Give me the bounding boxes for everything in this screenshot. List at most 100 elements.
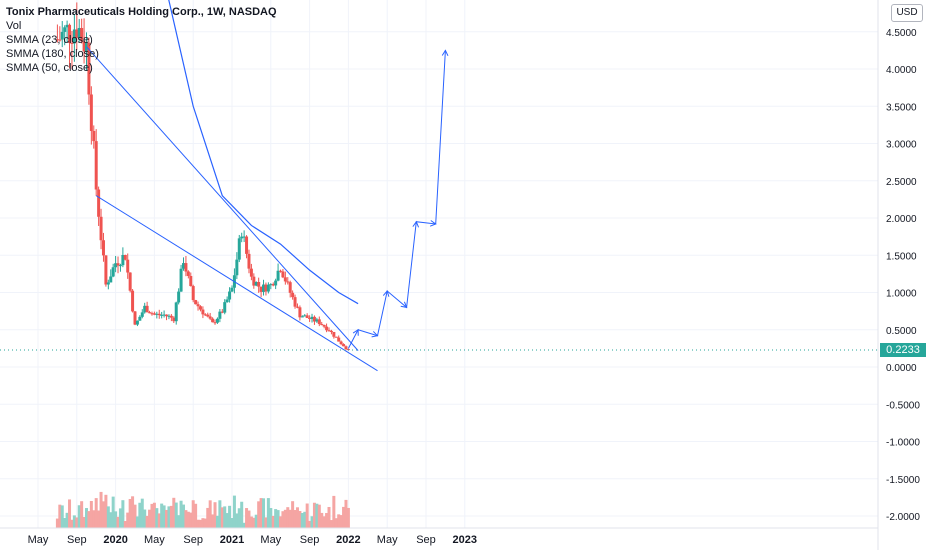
candle-body (162, 314, 166, 316)
volume-bar (143, 509, 147, 528)
y-tick-label: 1.0000 (886, 289, 917, 300)
x-tick-label: Sep (183, 534, 203, 546)
volume-bar (169, 505, 173, 528)
volume-bar (92, 510, 96, 528)
volume-bar (97, 510, 101, 528)
candle-body (126, 259, 130, 273)
volume-bar (60, 505, 64, 528)
indicator-smma-50[interactable]: SMMA (50, close) (6, 62, 93, 74)
candle-body (312, 316, 316, 322)
volume-bar (94, 498, 98, 528)
volume-bar (160, 503, 164, 528)
arrow-head (400, 301, 408, 309)
volume-bar (196, 519, 200, 528)
volume-bar (300, 513, 304, 528)
candle-body (198, 306, 202, 310)
volume-bar (295, 507, 299, 528)
x-tick-label: May (260, 534, 281, 546)
candle-body (322, 324, 326, 327)
candle-body (148, 312, 152, 314)
volume-bar (281, 511, 285, 528)
x-tick-label: May (144, 534, 165, 546)
candle-body (300, 316, 304, 318)
volume-bar (293, 510, 297, 528)
candle-body (104, 255, 108, 285)
volume-bar (317, 504, 321, 528)
candle-body (315, 319, 319, 322)
volume-bar (315, 503, 319, 528)
y-tick-label: -0.5000 (886, 400, 920, 411)
volume-bar (228, 505, 232, 528)
indicator-smma-23[interactable]: SMMA (23, close) (6, 34, 93, 46)
volume-bar (303, 511, 307, 528)
chart-grid (0, 0, 878, 528)
volume-bar (116, 516, 120, 528)
candle-body (184, 263, 188, 272)
candle-body (225, 299, 229, 303)
candle-body (271, 284, 275, 286)
x-tick-label: 2020 (103, 534, 127, 546)
candle-body (334, 336, 338, 338)
x-tick-label: 2021 (220, 534, 244, 546)
currency-button[interactable]: USD (891, 4, 923, 22)
x-tick-label: 2023 (453, 534, 477, 546)
volume-bar (327, 506, 331, 528)
indicator-smma-180[interactable]: SMMA (180, close) (6, 48, 99, 60)
x-tick-label: Sep (416, 534, 436, 546)
y-tick-label: 2.5000 (886, 177, 917, 188)
candle-body (99, 216, 103, 241)
volume-bar (99, 491, 103, 528)
candle-body (329, 330, 333, 332)
candle-body (160, 314, 164, 316)
candle-body (276, 270, 280, 281)
indicator-vol[interactable]: Vol (6, 20, 22, 32)
volume-bar (123, 521, 127, 528)
candle-body (165, 314, 169, 317)
volume-bar (342, 506, 346, 528)
candle-body (269, 284, 273, 286)
volume-bar (291, 501, 295, 528)
candle-body (177, 291, 181, 303)
candle-body (303, 315, 307, 317)
volume-bar (220, 507, 224, 528)
candle-body (75, 29, 79, 38)
candle-body (295, 306, 299, 308)
candle-body (342, 344, 346, 347)
lower-trendline (95, 195, 378, 372)
volume-bar (334, 518, 338, 528)
candle-body (201, 309, 205, 315)
volume-bar (237, 508, 241, 528)
candle-body (327, 330, 331, 332)
candle-body (87, 42, 91, 95)
candle-body (157, 313, 161, 316)
volume-bar (283, 509, 287, 528)
candle-body (60, 31, 64, 40)
volume-bar (266, 498, 270, 528)
candle-body (68, 24, 72, 43)
candle-body (230, 287, 234, 292)
volume-bar (128, 498, 132, 528)
arrow-head (429, 220, 437, 227)
volume-bar (184, 510, 188, 528)
candle-body (152, 313, 156, 315)
volume-bar (325, 513, 329, 528)
volume-bar (288, 509, 292, 528)
candle-body (203, 314, 207, 316)
y-tick-label: 3.5000 (886, 102, 917, 113)
candle-body (58, 39, 62, 41)
candle-body (109, 276, 113, 283)
volume-bar (85, 508, 88, 528)
volume-bar (206, 507, 210, 528)
volume-bar (182, 504, 185, 528)
candle-body (116, 263, 120, 266)
volume-bar (131, 496, 135, 528)
volume-bar (298, 511, 302, 528)
volume-bar (109, 512, 113, 528)
candle-body (245, 236, 249, 254)
candle-body (143, 305, 147, 313)
time-axis: May Sep 2020 May Sep 2021 May Sep 2022 May Sep 2023 (0, 527, 878, 546)
volume-bar (245, 508, 249, 528)
volume-bar (203, 518, 207, 528)
candle-body (262, 284, 266, 292)
